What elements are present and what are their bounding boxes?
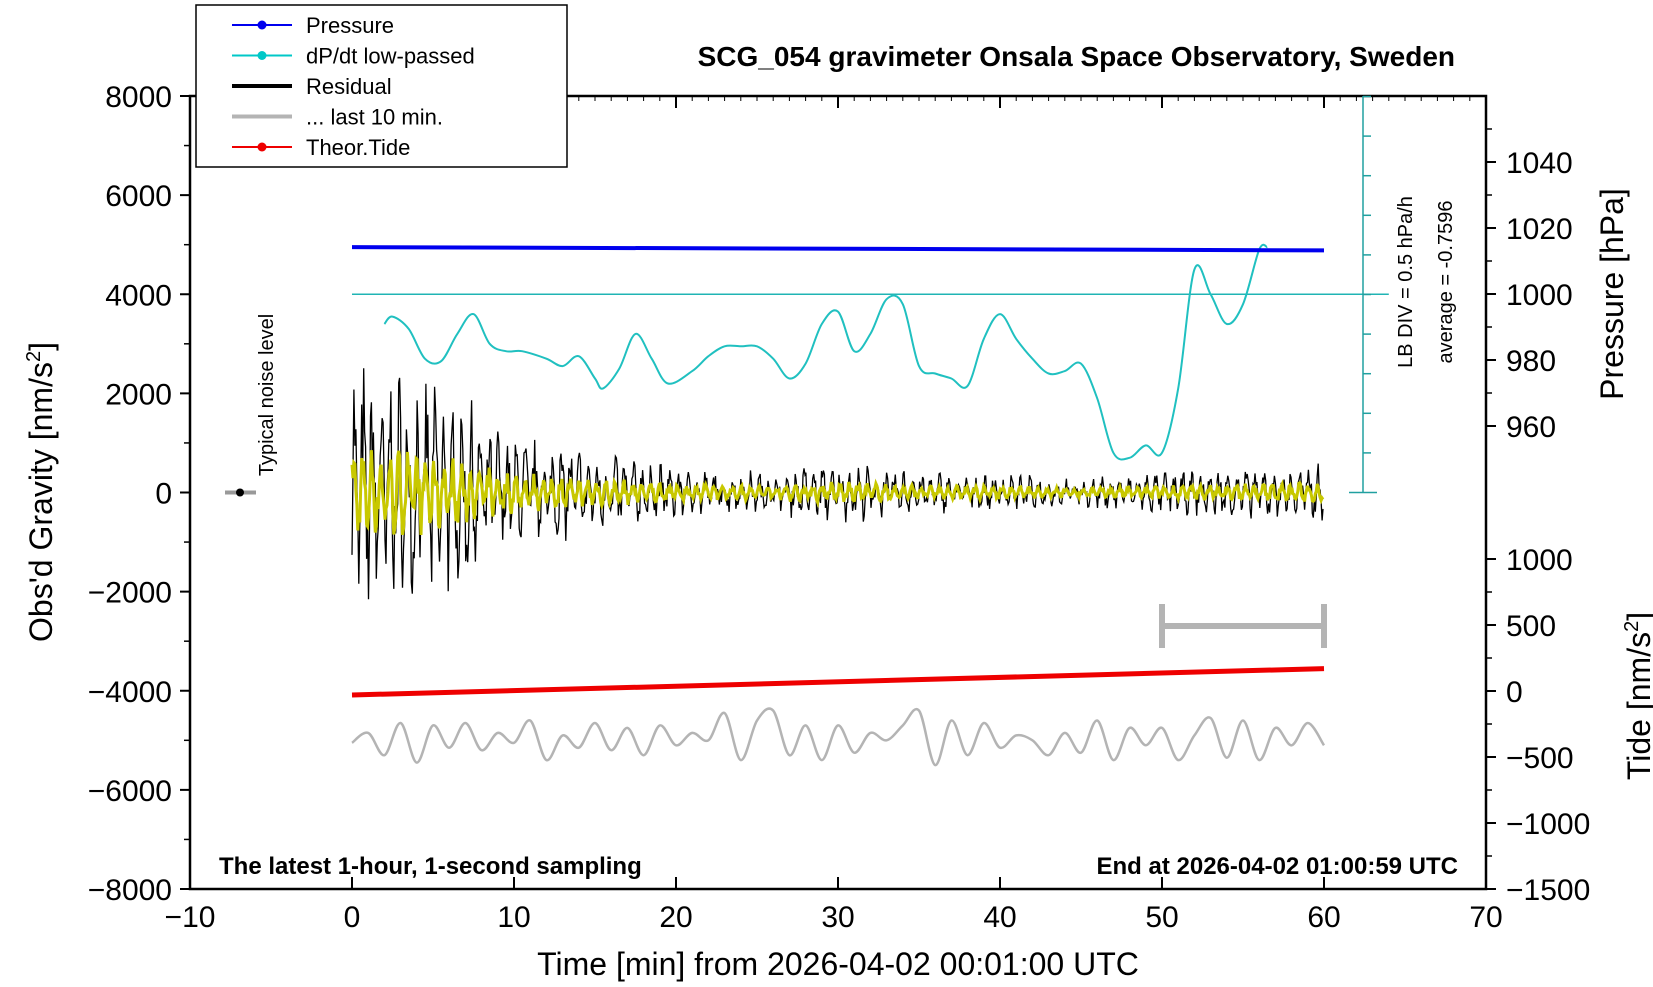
noise-dot bbox=[236, 488, 244, 497]
legend: Pressure dP/dt low-passed Residual ... last… bbox=[195, 4, 568, 168]
pressure-tick-label: 960 bbox=[1506, 411, 1556, 444]
y-tick-label: 4000 bbox=[105, 279, 172, 312]
y-tick-label: 8000 bbox=[105, 81, 172, 114]
tide-tick-label: −1500 bbox=[1506, 874, 1590, 907]
pressure-tick-label: 1040 bbox=[1506, 147, 1573, 180]
x-tick-label: 70 bbox=[1469, 901, 1502, 934]
x-axis-title: Time [min] from 2026-04-02 00:01:00 UTC bbox=[537, 946, 1139, 982]
tide-axis-title-main: Tide [nm/s bbox=[1621, 632, 1653, 780]
residual-series bbox=[350, 368, 1325, 600]
last-10-min-curve bbox=[351, 707, 1326, 767]
tide-tick-label: 1000 bbox=[1506, 544, 1573, 577]
y-axis-title-main: Obs'd Gravity [nm/s bbox=[23, 362, 59, 642]
tide-curve bbox=[351, 666, 1325, 698]
x-tick-label: 10 bbox=[497, 901, 530, 934]
legend-entry: Pressure bbox=[232, 13, 394, 38]
y-axis-ticks: 8000 6000 4000 2000 0 −2000 −4000 −6000 −8000 bbox=[88, 81, 190, 907]
y-axis-title-end: ] bbox=[23, 342, 59, 351]
theor-tide-series bbox=[351, 666, 1325, 698]
x-tick-label: 50 bbox=[1145, 901, 1178, 934]
x-tick-label: 60 bbox=[1307, 901, 1340, 934]
pressure-axis-ticks: 1040 1020 1000 980 960 bbox=[1486, 128, 1573, 444]
pressure-axis-title: Pressure [hPa] bbox=[1594, 188, 1630, 400]
y-tick-label: −6000 bbox=[88, 775, 172, 808]
x-tick-label: 20 bbox=[659, 901, 692, 934]
y-tick-label: −2000 bbox=[88, 577, 172, 610]
y-tick-label: 6000 bbox=[105, 180, 172, 213]
tide-axis-title-sup: 2 bbox=[1621, 621, 1643, 632]
y-axis-title: Obs'd Gravity [nm/s2] bbox=[23, 342, 59, 642]
tide-tick-label: 500 bbox=[1506, 610, 1556, 643]
legend-label: ... last 10 min. bbox=[306, 105, 443, 130]
tide-tick-label: 0 bbox=[1506, 676, 1523, 709]
tide-tick-label: −1000 bbox=[1506, 808, 1590, 841]
tide-tick-label: −500 bbox=[1506, 742, 1574, 775]
y-tick-label: −8000 bbox=[88, 874, 172, 907]
chart-title: SCG_054 gravimeter Onsala Space Observat… bbox=[698, 41, 1455, 72]
residual-smoothed-curve bbox=[350, 450, 1325, 536]
dpdt-lowpassed-series bbox=[352, 243, 1389, 461]
legend-entry: Residual bbox=[232, 74, 392, 99]
legend-entry: ... last 10 min. bbox=[232, 105, 443, 130]
average-label: average = -0.7596 bbox=[1435, 201, 1457, 364]
noise-level-marker bbox=[225, 488, 256, 497]
legend-label: Residual bbox=[306, 74, 392, 99]
pressure-tick-label: 1020 bbox=[1506, 213, 1573, 246]
pressure-curve bbox=[351, 245, 1325, 253]
sampling-note: The latest 1-hour, 1-second sampling bbox=[219, 853, 642, 880]
y-axis-title-sup: 2 bbox=[23, 351, 45, 362]
tide-axis-ticks: 1000 500 0 −500 −1000 −1500 bbox=[1486, 544, 1590, 907]
x-axis-ticks: −10 0 10 20 30 40 50 60 70 bbox=[165, 96, 1503, 934]
tide-axis-title-end: ] bbox=[1621, 612, 1653, 621]
legend-label: Pressure bbox=[306, 13, 394, 38]
x-tick-label: 30 bbox=[821, 901, 854, 934]
end-time-note: End at 2026-04-02 01:00:59 UTC bbox=[1097, 853, 1459, 880]
tide-axis-title: Tide [nm/s2] bbox=[1621, 612, 1653, 780]
last-10-min-range-bar bbox=[1159, 604, 1327, 648]
pressure-tick-label: 980 bbox=[1506, 345, 1556, 378]
legend-label: Theor.Tide bbox=[306, 135, 410, 160]
y-tick-label: 0 bbox=[155, 478, 172, 511]
legend-entry: Theor.Tide bbox=[232, 135, 410, 160]
noise-level-label: Typical noise level bbox=[256, 314, 278, 476]
lb-div-scale bbox=[1349, 95, 1377, 494]
x-tick-label: 0 bbox=[344, 901, 361, 934]
legend-entry: dP/dt low-passed bbox=[232, 44, 475, 69]
x-tick-label: 40 bbox=[983, 901, 1016, 934]
legend-swatch-marker bbox=[257, 142, 267, 152]
dpdt-curve bbox=[383, 243, 1268, 461]
legend-label: dP/dt low-passed bbox=[306, 44, 475, 69]
x-tick-label: −10 bbox=[165, 901, 216, 934]
pressure-tick-label: 1000 bbox=[1506, 279, 1573, 312]
y-tick-label: −4000 bbox=[88, 676, 172, 709]
legend-swatch-marker bbox=[257, 20, 267, 30]
legend-swatch-marker bbox=[257, 51, 267, 60]
pressure-series bbox=[351, 245, 1325, 253]
lb-div-label: LB DIV = 0.5 hPa/h bbox=[1395, 196, 1417, 368]
y-tick-label: 2000 bbox=[105, 378, 172, 411]
last-10-min-series bbox=[351, 707, 1326, 767]
